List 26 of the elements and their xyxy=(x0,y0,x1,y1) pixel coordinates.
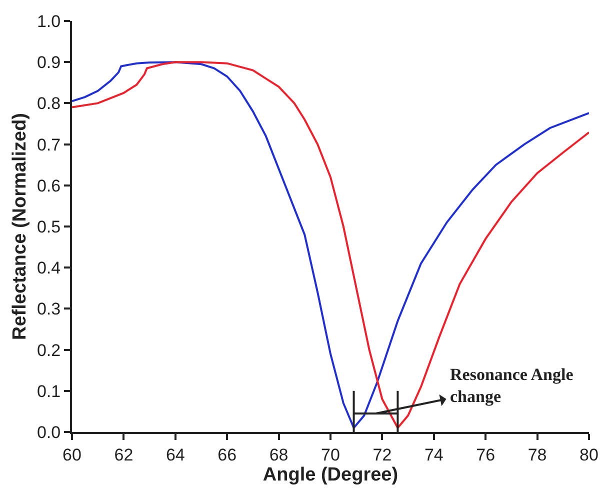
annotation: Resonance Angle change xyxy=(450,365,574,406)
x-axis-title: Angle (Degree) xyxy=(262,464,398,486)
x-tick-label: 72 xyxy=(372,445,392,464)
x-tick-label: 76 xyxy=(476,445,496,464)
y-tick-label: 0.4 xyxy=(36,258,61,278)
y-tick-label: 0.6 xyxy=(36,176,61,196)
x-tick-label: 68 xyxy=(269,445,288,464)
y-tick-label: 0.9 xyxy=(36,53,61,72)
y-tick-label: 0.2 xyxy=(36,340,61,360)
y-tick-label: 0.8 xyxy=(36,94,61,114)
y-tick-label: 0.7 xyxy=(36,135,61,154)
y-axis-title: Reflectance (Normalized) xyxy=(9,112,30,340)
y-tick-label: 0.3 xyxy=(36,300,61,319)
x-tick-label: 74 xyxy=(424,445,444,464)
x-tick-label: 78 xyxy=(528,445,547,464)
y-tick-label: 0.1 xyxy=(36,382,61,401)
x-tick-label: 80 xyxy=(580,445,598,464)
x-tick-label: 70 xyxy=(321,445,340,464)
y-tick-label: 0.5 xyxy=(36,217,61,236)
x-tick-label: 66 xyxy=(218,445,237,464)
x-tick-label: 60 xyxy=(62,445,82,464)
y-tick-label: 1.0 xyxy=(36,12,61,31)
y-tick-label: 0.0 xyxy=(36,422,61,442)
line-series xyxy=(72,61,589,429)
x-tick-label: 62 xyxy=(114,445,134,464)
x-tick-label: 64 xyxy=(166,445,185,464)
